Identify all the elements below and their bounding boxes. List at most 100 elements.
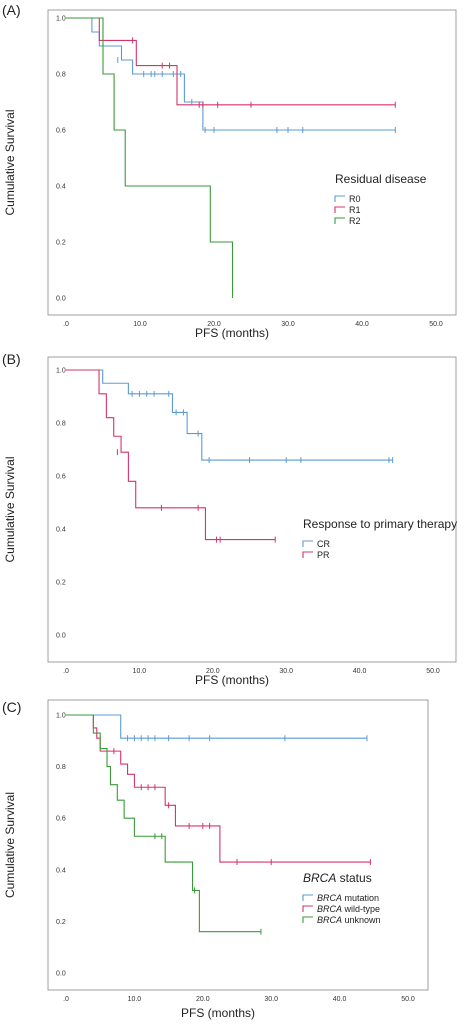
text-part: R0: [349, 194, 361, 204]
x-axis-label: PFS (months): [181, 1006, 255, 1020]
km-chart: .0 10.0 20.0 30.0 40.0 50.0 0.0 0.2 0.4 0.6 0.8 1.0…: [3, 356, 457, 687]
italic-part: BRCA: [303, 871, 336, 885]
survival-step-line: [66, 714, 367, 739]
legend-swatch: [302, 540, 313, 547]
x-ticks: .0 10.0 20.0 30.0 40.0 50.0: [63, 996, 415, 1003]
legend-title: Response to primary therapy: [303, 517, 457, 531]
y-tick-label: 0.8: [56, 421, 66, 428]
y-ticks: 0.0 0.2 0.4 0.6 0.8 1.0: [56, 368, 66, 640]
x-tick-label: 40.0: [355, 321, 369, 328]
x-tick-label: 10.0: [128, 996, 142, 1003]
y-tick-label: 0.2: [56, 919, 66, 926]
y-tick-label: 0.6: [56, 128, 66, 135]
panel-label: (B): [2, 351, 21, 367]
survival-step-line: [66, 714, 261, 933]
legend-swatch: [334, 217, 345, 224]
x-tick-label: 40.0: [333, 996, 347, 1003]
legend-item: CR: [302, 539, 330, 549]
text-part: PR: [317, 550, 330, 560]
legend-item: BRCA unknown: [302, 915, 381, 925]
italic-part: BRCA: [317, 904, 342, 914]
x-tick-label: .0: [63, 321, 69, 328]
legend-label: BRCA unknown: [317, 915, 381, 925]
y-tick-label: 0.2: [56, 240, 66, 247]
legend-swatch: [302, 905, 313, 912]
text-part: Residual disease: [335, 172, 427, 186]
text-part: R2: [349, 216, 361, 226]
legend-label: R0: [349, 194, 361, 204]
series-r1: [66, 17, 396, 108]
legend-label: CR: [317, 539, 330, 549]
x-tick-label: 20.0: [207, 321, 221, 328]
legend-title: BRCA status: [303, 871, 372, 885]
panel-label: (C): [2, 699, 22, 715]
x-tick-label: 30.0: [264, 996, 278, 1003]
series-mutation: [66, 714, 368, 742]
legend-label: BRCA mutation: [317, 893, 379, 903]
text-part: wild-type: [342, 904, 380, 914]
text-part: CR: [317, 539, 330, 549]
legend-swatch: [302, 551, 313, 558]
y-tick-label: 0.0: [56, 633, 66, 640]
series-r2: [66, 17, 234, 298]
panel-a: (A) .0 10.0 20.0 30.0 40.0 50.0 0.0 0.2 0.4 0.6 0.…: [0, 0, 470, 345]
x-tick-label: 50.0: [401, 996, 415, 1003]
panel-c: (C) .0 10.0 20.0 30.0 40.0 50.0 0.0 0.2 0.4 0.6 0.…: [0, 690, 470, 1026]
legend-item: R2: [334, 216, 361, 226]
legend-swatch: [302, 894, 313, 901]
plot-frame: [47, 699, 429, 991]
legend-item: R1: [334, 205, 361, 215]
y-tick-label: 0.4: [56, 867, 66, 874]
y-tick-label: 0.0: [56, 971, 66, 978]
text-part: mutation: [342, 893, 379, 903]
x-tick-label: .0: [63, 668, 69, 675]
panel-b: (B) .0 10.0 20.0 30.0 40.0 50.0 0.0 0.2 0.4 0.6 0.…: [0, 345, 470, 690]
legend-label: PR: [317, 550, 330, 560]
text-part: R1: [349, 205, 361, 215]
x-ticks: .0 10.0 20.0 30.0 40.0 50.0: [63, 668, 440, 675]
x-tick-label: .0: [63, 996, 69, 1003]
y-tick-label: 0.4: [56, 184, 66, 191]
y-tick-label: 0.8: [56, 72, 66, 79]
legend-title: Residual disease: [335, 172, 427, 186]
y-tick-label: 0.4: [56, 527, 66, 534]
x-tick-label: 30.0: [279, 668, 293, 675]
y-tick-label: 1.0: [56, 713, 66, 720]
survival-step-line: [66, 369, 276, 541]
survival-step-line: [66, 714, 371, 863]
legend-swatch: [334, 206, 345, 213]
y-ticks: 0.0 0.2 0.4 0.6 0.8 1.0: [56, 713, 66, 978]
y-tick-label: 0.6: [56, 474, 66, 481]
y-axis-label: Cumulative Survival: [3, 109, 17, 215]
y-tick-label: 0.8: [56, 764, 66, 771]
y-tick-label: 1.0: [56, 368, 66, 375]
x-tick-label: 30.0: [281, 321, 295, 328]
series-cr: [66, 369, 394, 464]
series-wild-type: [66, 714, 371, 866]
legend-item: BRCA mutation: [302, 893, 379, 903]
x-axis-label: PFS (months): [195, 326, 269, 340]
x-tick-label: 10.0: [133, 668, 147, 675]
text-part: unknown: [342, 915, 381, 925]
legend-swatch: [302, 916, 313, 923]
series-unknown: [66, 714, 262, 935]
x-tick-label: 50.0: [429, 321, 443, 328]
x-tick-label: 40.0: [353, 668, 367, 675]
text-part: status: [336, 871, 371, 885]
x-tick-label: 20.0: [196, 996, 210, 1003]
x-axis-label: PFS (months): [195, 673, 269, 687]
y-tick-label: 0.0: [56, 296, 66, 303]
y-tick-label: 0.6: [56, 816, 66, 823]
panel-label: (A): [2, 2, 21, 18]
y-tick-label: 1.0: [56, 16, 66, 23]
x-ticks: .0 10.0 20.0 30.0 40.0 50.0: [63, 321, 443, 328]
y-axis-label: Cumulative Survival: [3, 456, 17, 562]
x-tick-label: 10.0: [133, 321, 147, 328]
legend-label: R2: [349, 216, 361, 226]
x-tick-label: 50.0: [426, 668, 440, 675]
legend-label: R1: [349, 205, 361, 215]
survival-step-line: [66, 17, 234, 298]
